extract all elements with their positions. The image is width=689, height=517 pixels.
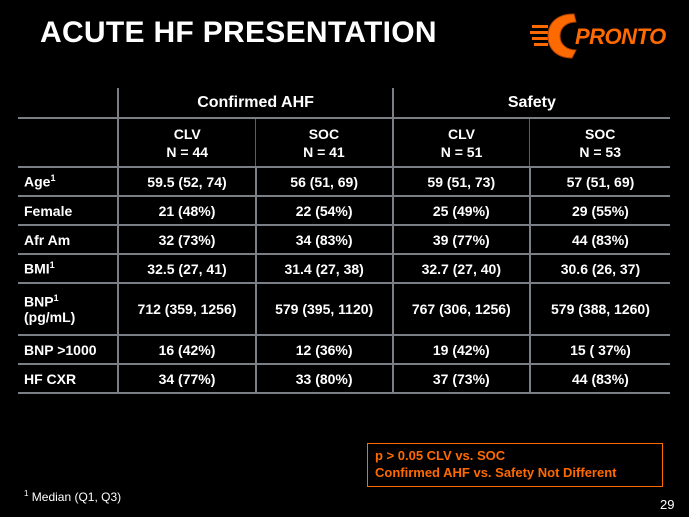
row-label-unit: (pg/mL) — [24, 309, 76, 326]
table-cell: 32.7 (27, 40) — [391, 254, 530, 284]
table-cell: 579 (395, 1120) — [254, 283, 393, 336]
table-cell: 16 (42%) — [117, 335, 256, 365]
table-cell: 39 (77%) — [391, 225, 530, 255]
header-blank-cell — [18, 118, 119, 168]
table-cell: 25 (49%) — [391, 196, 530, 226]
column-header: SOC N = 41 — [255, 118, 393, 168]
table-cell: 37 (73%) — [391, 364, 530, 394]
group-header-safety: Safety — [391, 88, 670, 119]
row-label-text: Age — [24, 173, 51, 190]
table-cell: 31.4 (27, 38) — [254, 254, 393, 284]
pronto-logo — [530, 13, 577, 59]
column-header-name: CLV — [448, 125, 476, 142]
table-cell: 59.5 (52, 74) — [117, 167, 256, 197]
column-header-n: N = 44 — [166, 143, 209, 160]
c-emblem-icon — [547, 13, 577, 59]
logo-wordmark: PRONTO — [575, 24, 666, 49]
table-cell: 44 (83%) — [528, 364, 670, 394]
column-header: CLV N = 44 — [117, 118, 256, 168]
table-row: Female 21 (48%) 22 (54%) 25 (49%) 29 (55… — [18, 196, 670, 226]
row-label-text: BMI — [24, 260, 50, 277]
table-row: Age1 59.5 (52, 74) 56 (51, 69) 59 (51, 7… — [18, 167, 670, 197]
significance-note-box: p > 0.05 CLV vs. SOC Confirmed AHF vs. S… — [367, 443, 663, 487]
column-header-n: N = 51 — [440, 143, 483, 160]
group-header-row: Confirmed AHF Safety — [18, 88, 670, 119]
column-header: SOC N = 53 — [529, 118, 670, 168]
row-label-text: BNP >1000 — [24, 341, 97, 358]
footnote: 1 Median (Q1, Q3) — [24, 489, 121, 504]
row-label: BNP1 (pg/mL) — [18, 283, 119, 336]
table-cell: 34 (83%) — [254, 225, 393, 255]
column-header-name: CLV — [173, 125, 201, 142]
column-header-n: N = 53 — [579, 143, 621, 160]
table-cell: 33 (80%) — [254, 364, 393, 394]
table-cell: 44 (83%) — [528, 225, 670, 255]
table-cell: 712 (359, 1256) — [117, 283, 256, 336]
table-row: Afr Am 32 (73%) 34 (83%) 39 (77%) 44 (83… — [18, 225, 670, 255]
row-label: BNP >1000 — [18, 335, 119, 365]
table-cell: 59 (51, 73) — [391, 167, 530, 197]
table-cell: 56 (51, 69) — [254, 167, 393, 197]
presentation-table: Confirmed AHF Safety CLV N = 44 SOC N = … — [18, 88, 670, 394]
table-cell: 15 ( 37%) — [528, 335, 670, 365]
table-row: BNP >1000 16 (42%) 12 (36%) 19 (42%) 15 … — [18, 335, 670, 365]
footnote-text: Median (Q1, Q3) — [28, 490, 122, 504]
table-cell: 21 (48%) — [117, 196, 256, 226]
row-label-text: BNP — [24, 293, 54, 310]
row-label-sup: 1 — [50, 173, 56, 184]
note-line-2: Confirmed AHF vs. Safety Not Different — [375, 465, 617, 480]
column-header-name: SOC — [308, 125, 340, 142]
row-label-sup: 1 — [49, 260, 55, 271]
table-row: BMI1 32.5 (27, 41) 31.4 (27, 38) 32.7 (2… — [18, 254, 670, 284]
table-cell: 12 (36%) — [254, 335, 393, 365]
table-cell: 579 (388, 1260) — [528, 283, 670, 336]
page-title: ACUTE HF PRESENTATION — [40, 16, 437, 49]
table-cell: 32 (73%) — [117, 225, 256, 255]
row-label: BMI1 — [18, 254, 119, 284]
note-line-1: p > 0.05 CLV vs. SOC — [375, 448, 506, 463]
header-blank-cell — [18, 88, 119, 119]
table-cell: 57 (51, 69) — [528, 167, 670, 197]
table-cell: 29 (55%) — [528, 196, 670, 226]
row-label: Female — [18, 196, 119, 226]
row-label-text: Afr Am — [24, 231, 71, 248]
row-label-text: Female — [24, 202, 73, 219]
table-row: BNP1 (pg/mL) 712 (359, 1256) 579 (395, 11… — [18, 283, 670, 336]
row-label: HF CXR — [18, 364, 119, 394]
row-label-sup: 1 — [53, 292, 59, 303]
row-label-text: HF CXR — [24, 370, 77, 387]
page-number: 29 — [660, 497, 675, 512]
column-header-name: SOC — [585, 125, 616, 142]
column-header-n: N = 41 — [303, 143, 345, 160]
footnote-sup: 1 — [24, 489, 29, 498]
column-header-row: CLV N = 44 SOC N = 41 CLV N = 51 SOC N =… — [18, 118, 670, 168]
table-cell: 34 (77%) — [117, 364, 256, 394]
table-cell: 767 (306, 1256) — [391, 283, 530, 336]
row-label: Age1 — [18, 167, 119, 197]
table-row: HF CXR 34 (77%) 33 (80%) 37 (73%) 44 (83… — [18, 364, 670, 394]
group-header-confirmed-ahf: Confirmed AHF — [117, 88, 393, 119]
row-label: Afr Am — [18, 225, 119, 255]
table-cell: 22 (54%) — [254, 196, 393, 226]
table-cell: 32.5 (27, 41) — [117, 254, 256, 284]
table-cell: 19 (42%) — [391, 335, 530, 365]
speed-lines-icon — [530, 25, 548, 46]
table-cell: 30.6 (26, 37) — [528, 254, 670, 284]
column-header: CLV N = 51 — [391, 118, 530, 168]
